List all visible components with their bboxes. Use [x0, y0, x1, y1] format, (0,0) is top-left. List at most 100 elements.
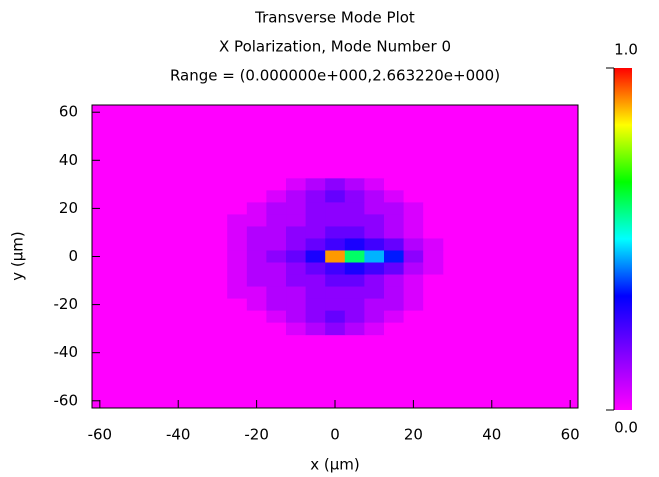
heat-cell: [325, 274, 346, 288]
x-tick-label: 20: [404, 426, 423, 444]
heat-cell: [403, 298, 424, 312]
heat-cell: [383, 274, 405, 288]
x-tick-label: -40: [166, 426, 191, 444]
heat-cell: [207, 190, 228, 203]
heat-cell: [266, 286, 287, 300]
heat-cell: [403, 310, 424, 324]
heat-cell: [344, 310, 365, 324]
heat-cell: [246, 274, 267, 288]
heat-cell: [305, 262, 326, 276]
heat-cell: [227, 190, 248, 203]
heat-cell: [266, 298, 287, 312]
heat-cell: [207, 250, 228, 264]
heat-cell: [344, 226, 365, 239]
heat-cell: [325, 214, 346, 227]
x-tick-label: 40: [482, 426, 501, 444]
heat-cell: [383, 214, 405, 227]
heat-cell: [403, 190, 424, 203]
heat-cell: [364, 226, 385, 239]
heat-cell: [364, 214, 385, 227]
heat-cell: [246, 214, 267, 227]
heat-cell: [403, 202, 424, 215]
heat-cell: [305, 202, 326, 215]
heat-cell: [246, 202, 267, 215]
heat-cell: [383, 262, 405, 276]
heat-cell: [344, 238, 365, 251]
heat-cell: [383, 226, 405, 239]
heat-cell: [305, 250, 326, 264]
heat-cell: [227, 274, 248, 288]
heat-cell: [207, 202, 228, 215]
heat-cell: [325, 298, 346, 312]
heat-cell: [423, 274, 444, 288]
heat-cell: [266, 310, 287, 324]
colorbar-label: 0.0: [614, 419, 638, 437]
heat-cell: [286, 310, 307, 324]
heat-cell: [266, 178, 287, 191]
heat-cell: [207, 214, 228, 227]
heat-cell: [266, 238, 287, 251]
heat-cell: [286, 178, 307, 191]
heat-cell: [246, 238, 267, 251]
y-tick-label: 20: [59, 199, 78, 217]
heat-cell: [403, 250, 424, 264]
heat-cell: [423, 226, 444, 239]
heat-cell: [286, 298, 307, 312]
heat-cell: [207, 286, 228, 300]
heat-cell: [246, 262, 267, 276]
heat-cell: [423, 310, 444, 324]
heat-cell: [423, 190, 444, 203]
range-label: Range = (0.000000e+000,2.663220e+000): [170, 67, 500, 85]
colorbar-label: 1.0: [614, 41, 638, 59]
heat-cell: [266, 202, 287, 215]
heat-cell: [423, 286, 444, 300]
heat-cell: [286, 226, 307, 239]
heat-cell: [246, 310, 267, 324]
heat-cell: [286, 274, 307, 288]
heat-cell: [364, 250, 385, 264]
heat-cell: [403, 214, 424, 227]
heat-cell: [305, 238, 326, 251]
heat-cell: [344, 262, 365, 276]
heat-cell: [344, 322, 365, 336]
x-tick-label: 60: [561, 426, 580, 444]
heat-cell: [403, 238, 424, 251]
y-tick-label: 40: [59, 151, 78, 169]
heat-cell: [266, 226, 287, 239]
y-tick-label: 60: [59, 103, 78, 121]
heat-cell: [344, 178, 365, 191]
heat-cell: [383, 298, 405, 312]
heat-cell: [383, 190, 405, 203]
heat-cell: [423, 250, 444, 264]
chart-subtitle: X Polarization, Mode Number 0: [219, 38, 451, 56]
heat-cell: [325, 238, 346, 251]
chart-title: Transverse Mode Plot: [254, 9, 415, 27]
heat-cell: [364, 178, 385, 191]
heat-cell: [305, 214, 326, 227]
heat-cell: [246, 190, 267, 203]
heat-cell: [344, 202, 365, 215]
heat-cell: [207, 178, 228, 191]
heat-cell: [344, 298, 365, 312]
heat-cell: [227, 262, 248, 276]
heat-cell: [364, 298, 385, 312]
heat-cell: [325, 190, 346, 203]
y-tick-label: -60: [54, 391, 79, 409]
heat-cell: [305, 298, 326, 312]
colorbar: [614, 68, 632, 410]
x-tick-label: -20: [244, 426, 269, 444]
y-axis-label: y (µm): [9, 231, 27, 281]
heat-cell: [227, 214, 248, 227]
heat-cell: [286, 286, 307, 300]
y-tick-label: -40: [54, 343, 79, 361]
heat-cell: [305, 286, 326, 300]
heat-cell: [207, 262, 228, 276]
heat-cell: [286, 202, 307, 215]
heat-cell: [344, 286, 365, 300]
heat-cell: [286, 322, 307, 336]
heat-cell: [423, 214, 444, 227]
heat-cell: [344, 190, 365, 203]
heat-cell: [383, 322, 405, 336]
heat-cell: [207, 310, 228, 324]
